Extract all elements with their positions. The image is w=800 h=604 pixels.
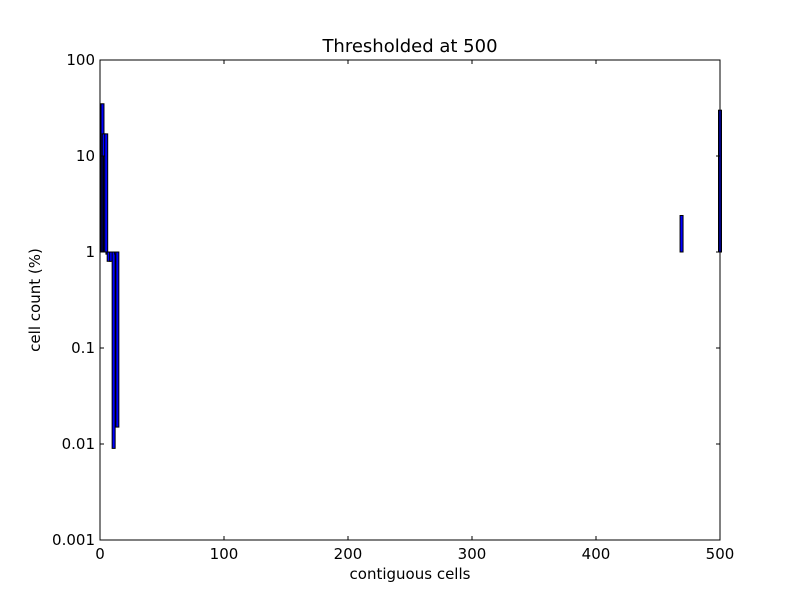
chart-title: Thresholded at 500 [321, 36, 497, 57]
bar-9 [115, 251, 120, 428]
y-axis-label: cell count (%) [26, 248, 44, 352]
x-tick-label: 300 [458, 545, 487, 563]
y-tick-label: 0.1 [71, 339, 95, 357]
y-tick-label: 0.01 [62, 435, 95, 453]
x-axis-label: contiguous cells [350, 565, 471, 583]
x-tick-label: 100 [210, 545, 239, 563]
bar-10 [679, 214, 684, 253]
y-tick-label: 100 [66, 51, 95, 69]
bar-7 [111, 251, 116, 449]
plot-frame [99, 59, 721, 541]
x-tick-label: 0 [95, 545, 105, 563]
y-tick-label: 1 [85, 243, 95, 261]
bars-layer [100, 103, 722, 449]
y-tick-label: 0.001 [52, 531, 95, 549]
ticks-layer: 0 100 200 300 400 500 0.001 0.01 0.1 1 10 100 [52, 51, 734, 563]
x-tick-label: 500 [706, 545, 735, 563]
x-tick-label: 400 [582, 545, 611, 563]
bar-3 [104, 133, 109, 253]
y-tick-label: 10 [76, 147, 95, 165]
x-tick-label: 200 [334, 545, 363, 563]
